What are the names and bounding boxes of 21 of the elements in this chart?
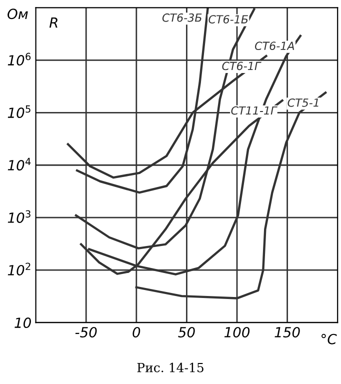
y-axis-title: Ом bbox=[8, 8, 28, 20]
x-axis-title: °C bbox=[322, 334, 337, 344]
series-label: СТ6-3Б bbox=[162, 13, 202, 22]
y-tick-label: 10$^{6}$ bbox=[8, 52, 31, 66]
text: Рис. 14-15 bbox=[137, 362, 204, 372]
x-tick-label: 0 bbox=[132, 326, 140, 338]
annotation: R bbox=[49, 18, 58, 28]
series-label: СТ6-1А bbox=[254, 42, 294, 50]
x-tick-label: 150 bbox=[274, 326, 300, 338]
y-tick-label: 10 bbox=[14, 318, 31, 328]
y-tick-label: 10$^{4}$ bbox=[8, 158, 31, 170]
series-label: СТ11-1Г bbox=[231, 106, 278, 115]
x-tick-label: -50 bbox=[75, 326, 97, 338]
series-label: СТ6-1Б bbox=[208, 15, 248, 24]
x-tick-label: 50 bbox=[178, 326, 195, 338]
series-label: СТ5-1 bbox=[288, 98, 318, 107]
x-tick-label: 100 bbox=[224, 326, 250, 338]
y-tick-label: 10$^{5}$ bbox=[8, 105, 30, 118]
y-tick-label: 10$^{2}$ bbox=[8, 262, 30, 276]
series-label: СТ6-1Г bbox=[222, 62, 262, 70]
y-tick-label: 10$^{3}$ bbox=[8, 210, 30, 223]
